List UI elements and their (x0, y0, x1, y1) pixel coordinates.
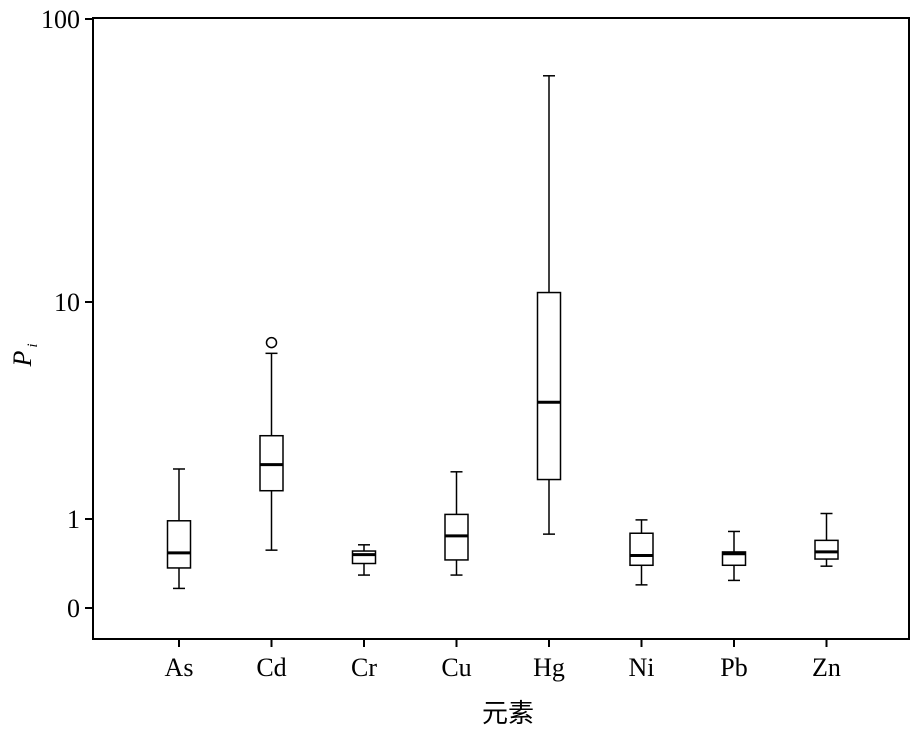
x-tick-label-hg: Hg (533, 653, 565, 682)
iqr-box (351, 550, 377, 565)
box-zn (814, 512, 839, 567)
iqr-box (629, 532, 654, 567)
x-axis-title: 元素 (482, 699, 534, 729)
x-tick-label-as: As (165, 653, 194, 682)
x-tick-label-pb: Pb (720, 653, 747, 682)
x-tick-label-ni: Ni (629, 653, 655, 682)
x-tick-label-zn: Zn (812, 653, 841, 682)
svg-text:Pi: Pi (8, 343, 41, 367)
plot-frame (92, 17, 910, 640)
x-tick-label-cd: Cd (256, 653, 286, 682)
y-axis-title-main: P (8, 351, 37, 368)
x-axis: As Cd Cr Cu Hg Ni Pb Zn (165, 639, 841, 682)
y-axis-title-subscript: i (25, 343, 41, 347)
iqr-box (814, 539, 839, 560)
iqr-box (166, 520, 192, 569)
iqr-box (721, 551, 747, 567)
y-tick-label: 100 (41, 5, 80, 34)
box-cr (351, 544, 377, 576)
box-cu (444, 471, 469, 576)
box-as (166, 468, 192, 590)
box-pb (721, 530, 747, 582)
y-tick-label: 10 (54, 288, 80, 317)
y-tick-label: 0 (67, 594, 80, 623)
x-tick-label-cr: Cr (351, 653, 377, 682)
boxes-group (166, 75, 839, 590)
y-tick-label: 1 (67, 505, 80, 534)
box-hg (536, 75, 562, 535)
box-ni (629, 519, 654, 586)
outlier-point (265, 336, 278, 349)
x-tick-label-cu: Cu (441, 653, 471, 682)
box-cd (259, 336, 284, 551)
y-axis-title: Pi (8, 343, 41, 367)
iqr-box (536, 291, 562, 481)
y-axis: 0 1 10 100 (41, 5, 93, 623)
